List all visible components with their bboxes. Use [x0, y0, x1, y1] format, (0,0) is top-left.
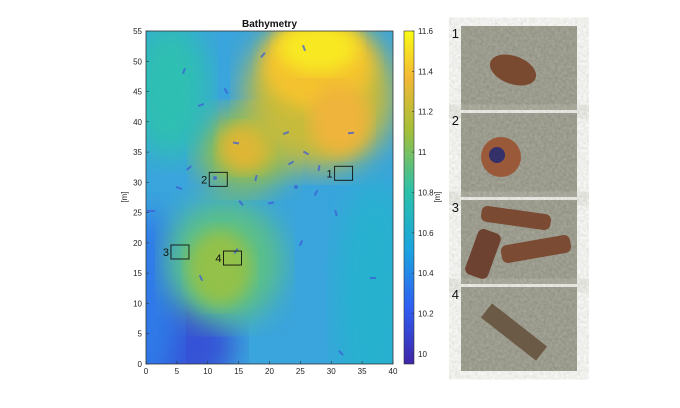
site-markers: 1 2 3 4	[163, 165, 354, 266]
chart-title: Bathymetry	[242, 19, 297, 30]
colorbar-tick-label: 11.4	[418, 67, 434, 76]
x-tick-label: 30	[327, 367, 336, 376]
x-tick-label: 5	[175, 367, 180, 376]
site-label-2: 2	[201, 174, 207, 186]
y-tick-label: 25	[133, 209, 142, 218]
site-label-4: 4	[215, 253, 221, 265]
y-tick-label: 35	[133, 148, 142, 157]
site-box-1	[334, 165, 354, 181]
photo-panel: 1 2 3 4	[452, 26, 577, 371]
y-axis-ticks: 0 5 10 15 20 25 30 35 40 45 50 55	[133, 27, 149, 369]
colorbar-tick-label: 10.2	[418, 310, 434, 319]
heatmap	[146, 31, 393, 364]
colorbar-tick-label: 10.4	[418, 269, 434, 278]
y-tick-label: 45	[133, 88, 142, 97]
y-tick-label: 10	[133, 299, 142, 308]
photo-label-4: 4	[452, 287, 459, 302]
y-tick-label: 50	[133, 57, 142, 66]
colorbar-tick-label: 11.6	[418, 27, 434, 36]
y-axis-label: [m]	[120, 191, 129, 202]
colorbar-tick-label: 11.2	[418, 108, 434, 117]
cylindrical-object-photo	[461, 26, 577, 110]
x-tick-label: 10	[203, 367, 212, 376]
colorbar-tick-label: 10	[418, 350, 427, 359]
colorbar-tick-label: 10.6	[418, 229, 434, 238]
x-tick-label: 40	[389, 367, 398, 376]
colorbar-label: [m]	[433, 191, 442, 202]
photo-label-1: 1	[452, 26, 459, 41]
site-box-3	[170, 244, 190, 260]
x-tick-label: 20	[265, 367, 274, 376]
colorbar-ticks: 10 10.2 10.4 10.6 10.8 11 11.2 11.4 11.6	[412, 27, 434, 359]
photo-label-2: 2	[452, 113, 459, 128]
site-label-1: 1	[326, 168, 332, 180]
x-axis-ticks: 0 5 10 15 20 25 30 35 40	[144, 361, 398, 376]
x-tick-label: 15	[234, 367, 243, 376]
photo-label-3: 3	[452, 200, 459, 215]
y-tick-label: 0	[138, 360, 143, 369]
x-tick-label: 25	[296, 367, 305, 376]
y-tick-label: 30	[133, 178, 142, 187]
speckles	[147, 44, 376, 356]
y-tick-label: 20	[133, 239, 142, 248]
y-tick-label: 55	[133, 27, 142, 36]
site-box-4	[222, 250, 242, 266]
colorbar-tick-label: 11	[418, 148, 427, 157]
x-tick-label: 0	[144, 367, 149, 376]
site-label-3: 3	[163, 247, 169, 259]
stacked-cylinders-photo	[461, 200, 577, 284]
x-tick-label: 35	[358, 367, 367, 376]
site-box-2	[208, 171, 228, 187]
flat-bar-object-photo	[461, 287, 577, 371]
y-tick-label: 5	[138, 330, 143, 339]
colorbar	[403, 30, 415, 365]
y-tick-label: 40	[133, 118, 142, 127]
y-tick-label: 15	[133, 269, 142, 278]
round-object-photo	[461, 113, 577, 197]
colorbar-tick-label: 10.8	[418, 188, 434, 197]
